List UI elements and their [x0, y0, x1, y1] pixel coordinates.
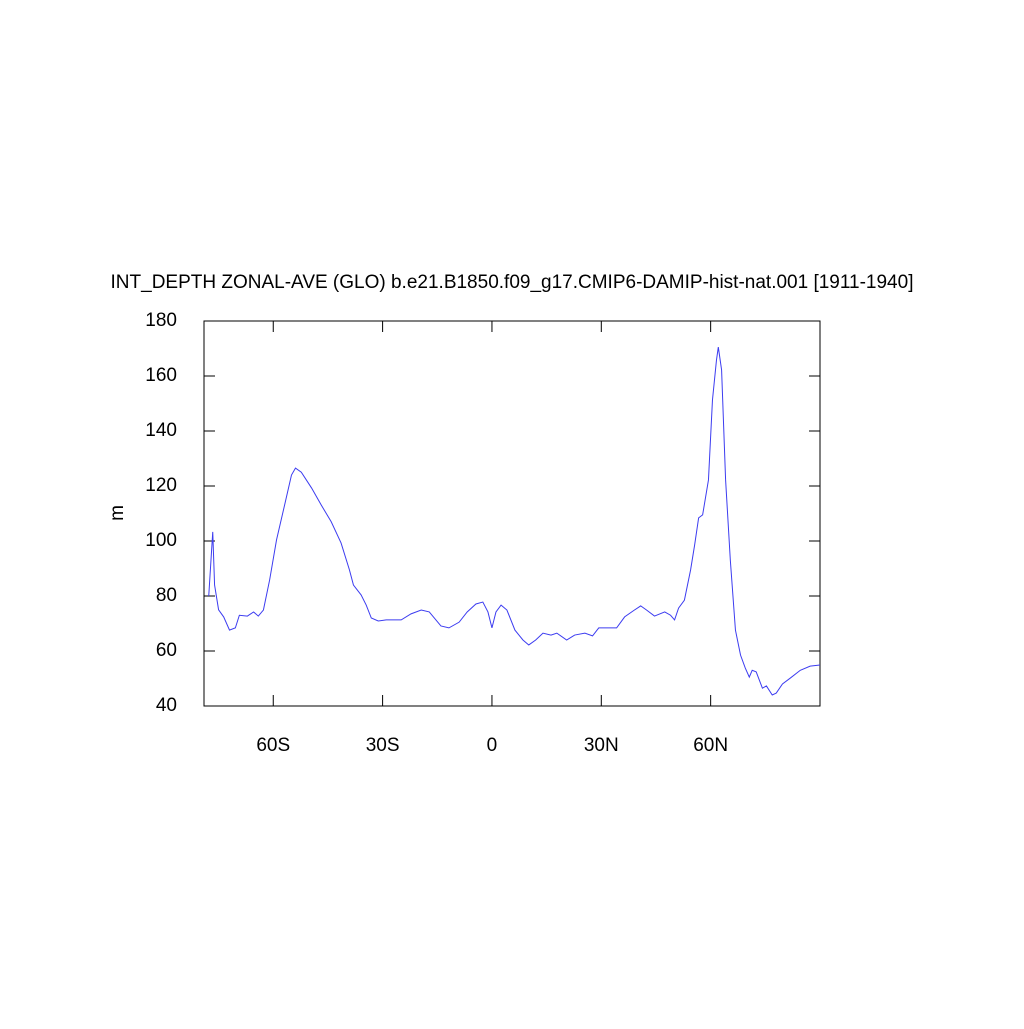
y-tick-label: 80	[156, 585, 177, 606]
y-tick-label: 180	[145, 310, 177, 331]
x-tick-label: 30N	[584, 735, 619, 756]
y-axis-label: m	[107, 505, 128, 521]
x-tick-label: 0	[487, 735, 498, 756]
x-tick-label: 30S	[366, 735, 400, 756]
chart-title: INT_DEPTH ZONAL-AVE (GLO) b.e21.B1850.f0…	[111, 272, 914, 293]
y-tick-label: 120	[145, 475, 177, 496]
y-tick-label: 160	[145, 365, 177, 386]
plot-frame	[203, 320, 821, 707]
y-tick-label: 140	[145, 420, 177, 441]
x-tick-label: 60S	[256, 735, 290, 756]
y-tick-label: 100	[145, 530, 177, 551]
data-line	[208, 347, 821, 696]
y-tick-label: 60	[156, 640, 177, 661]
x-tick-label: 60N	[693, 735, 728, 756]
y-tick-label: 40	[156, 695, 177, 716]
